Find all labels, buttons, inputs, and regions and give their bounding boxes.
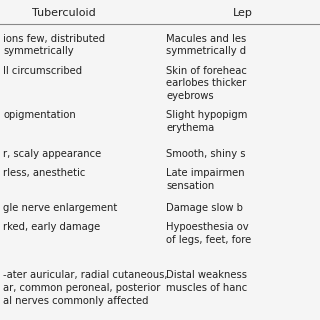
- Text: Slight hypopigm
erythema: Slight hypopigm erythema: [166, 110, 248, 133]
- Text: -ater auricular, radial cutaneous,
ar, common peroneal, posterior
al nerves comm: -ater auricular, radial cutaneous, ar, c…: [3, 270, 168, 306]
- Text: Lep: Lep: [233, 8, 253, 18]
- Text: r, scaly appearance: r, scaly appearance: [3, 149, 101, 159]
- Text: Smooth, shiny s: Smooth, shiny s: [166, 149, 246, 159]
- Text: opigmentation: opigmentation: [3, 110, 76, 120]
- Text: gle nerve enlargement: gle nerve enlargement: [3, 203, 117, 213]
- Text: Macules and les
symmetrically d: Macules and les symmetrically d: [166, 34, 247, 56]
- Text: ll circumscribed: ll circumscribed: [3, 66, 82, 76]
- Text: Late impairmen
sensation: Late impairmen sensation: [166, 168, 245, 191]
- Text: Hypoesthesia ov
of legs, feet, fore: Hypoesthesia ov of legs, feet, fore: [166, 222, 252, 245]
- Text: rked, early damage: rked, early damage: [3, 222, 100, 232]
- Text: ions few, distributed
symmetrically: ions few, distributed symmetrically: [3, 34, 105, 56]
- Text: Damage slow b: Damage slow b: [166, 203, 243, 213]
- Text: Skin of foreheac
earlobes thicker
eyebrows: Skin of foreheac earlobes thicker eyebro…: [166, 66, 247, 101]
- Text: Tuberculoid: Tuberculoid: [32, 8, 96, 18]
- Text: rless, anesthetic: rless, anesthetic: [3, 168, 85, 178]
- Text: Distal weakness
muscles of hanc: Distal weakness muscles of hanc: [166, 270, 248, 293]
